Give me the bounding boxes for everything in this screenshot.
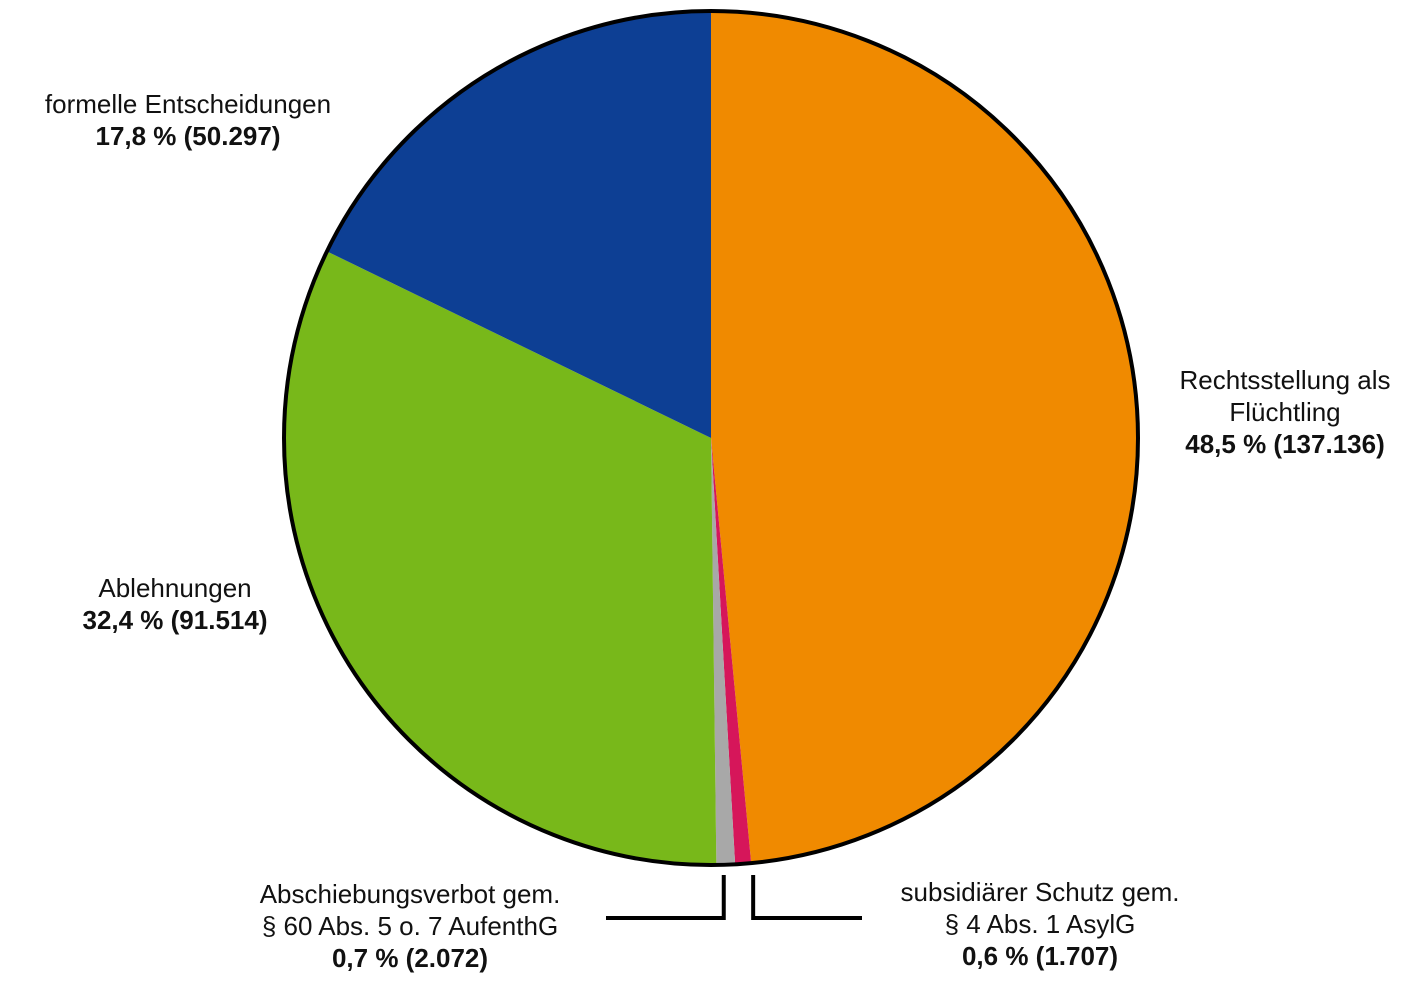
label-deport-line-1: Abschiebungsverbot gem.: [259, 879, 561, 909]
leader-line-subsid: [751, 875, 862, 920]
label-subsid-line-1: subsidiärer Schutz gem.: [900, 877, 1180, 907]
leader-line-deport: [606, 875, 726, 920]
label-refugee-value: 48,5 % (137.136): [1185, 429, 1385, 459]
label-rejections: Ablehnungen 32,4 % (91.514): [60, 572, 290, 636]
label-deport-line-2: § 60 Abs. 5 o. 7 AufenthG: [261, 911, 559, 941]
label-deport-value: 0,7 % (2.072): [331, 943, 489, 973]
label-formal-decisions: formelle Entscheidungen 17,8 % (50.297): [8, 88, 368, 152]
pie-slices: [283, 11, 1138, 866]
label-reject-line-1: Ablehnungen: [98, 573, 252, 603]
label-refugee-line-2: Flüchtling: [1229, 397, 1341, 427]
leader-lines: [606, 875, 862, 920]
label-refugee-status: Rechtsstellung als Flüchtling 48,5 % (13…: [1155, 364, 1415, 460]
slice-reject: [283, 251, 717, 866]
label-refugee-line-1: Rechtsstellung als: [1179, 365, 1391, 395]
pie-outline: [282, 9, 1140, 867]
label-formal-line-1: formelle Entscheidungen: [44, 89, 332, 119]
slice-deport: [711, 438, 736, 865]
label-reject-value: 32,4 % (91.514): [82, 605, 268, 635]
label-subsidiary-protection: subsidiärer Schutz gem. § 4 Abs. 1 AsylG…: [860, 876, 1220, 972]
slice-formal: [326, 11, 711, 438]
label-formal-value: 17,8 % (50.297): [95, 121, 281, 151]
slice-refugee: [711, 11, 1138, 864]
label-subsid-value: 0,6 % (1.707): [961, 941, 1119, 971]
label-deportation-ban: Abschiebungsverbot gem. § 60 Abs. 5 o. 7…: [210, 878, 610, 974]
label-subsid-line-2: § 4 Abs. 1 AsylG: [944, 909, 1136, 939]
slice-subsid: [711, 438, 752, 865]
